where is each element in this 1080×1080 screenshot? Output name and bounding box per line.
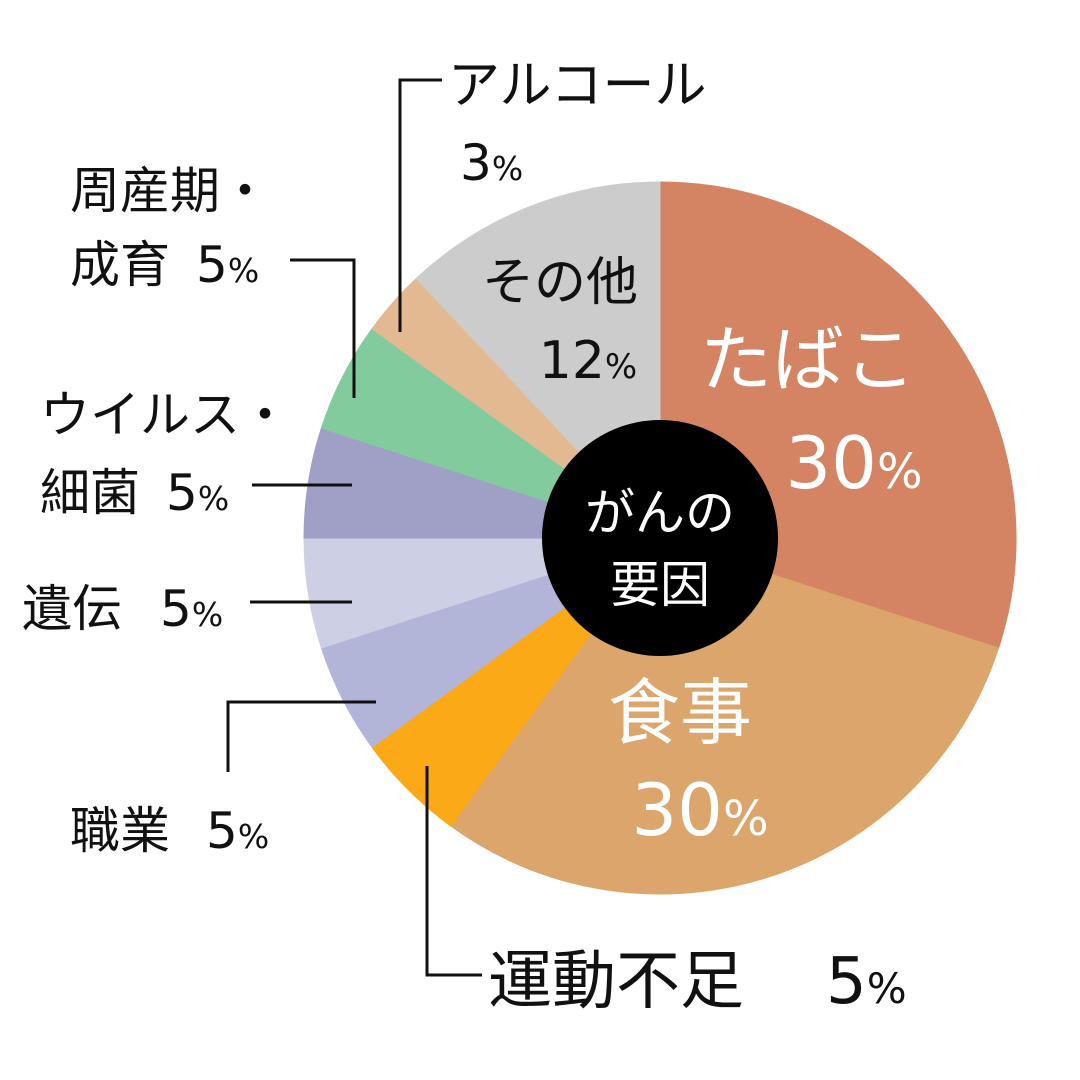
label-heredity: 遺伝 bbox=[22, 580, 122, 638]
label-virus-line1: ウイルス・ bbox=[40, 386, 290, 444]
label-perinatal-line2: 成育 bbox=[70, 236, 170, 294]
value-exercise: 5% bbox=[826, 945, 907, 1019]
label-virus-line2: 細菌 bbox=[40, 464, 140, 522]
value-virus: 5% bbox=[166, 464, 229, 522]
value-alcohol: 3% bbox=[460, 134, 523, 192]
value-perinatal: 5% bbox=[196, 236, 259, 294]
slice-label-other: その他 bbox=[482, 253, 638, 313]
center-circle bbox=[542, 420, 778, 656]
label-alcohol: アルコール bbox=[448, 56, 706, 116]
slice-label-diet: 食事 bbox=[608, 671, 752, 755]
leader-line-perinatal bbox=[290, 258, 356, 398]
pie-slice-1 bbox=[450, 537, 1000, 895]
value-heredity: 5% bbox=[160, 580, 223, 638]
slice-value-diet: 30% bbox=[631, 768, 768, 852]
leader-line-exercise bbox=[425, 766, 482, 977]
leader-line-occupation bbox=[226, 700, 376, 772]
value-occupation: 5% bbox=[206, 802, 269, 860]
label-exercise: 運動不足 bbox=[488, 945, 744, 1019]
center-label-line1: がんの bbox=[585, 484, 735, 542]
leader-line-alcohol bbox=[398, 78, 442, 332]
label-perinatal-line1: 周産期・ bbox=[70, 162, 270, 220]
slice-label-tobacco: たばこ bbox=[700, 318, 916, 402]
leader-lines bbox=[226, 78, 482, 977]
label-occupation: 職業 bbox=[70, 802, 170, 860]
center-label-line2: 要因 bbox=[610, 556, 710, 614]
center-label: がんの 要因 bbox=[585, 484, 735, 614]
